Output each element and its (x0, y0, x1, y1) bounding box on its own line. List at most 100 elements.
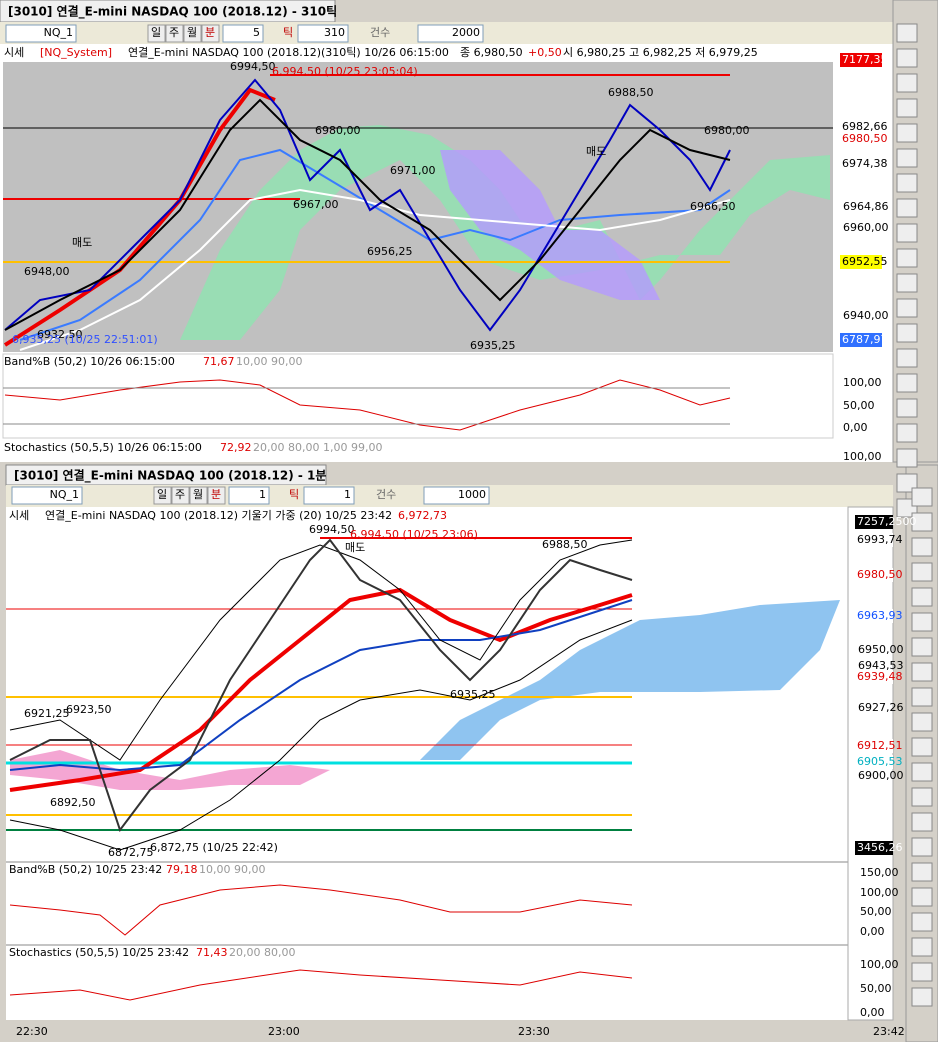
annotation: 매도 (586, 145, 606, 158)
price-tag: 3456,26 (857, 841, 903, 854)
time-axis-label: 22:30 (16, 1025, 48, 1038)
period-label: 분 (205, 26, 215, 39)
period-input-box[interactable] (222, 24, 264, 43)
ma-line (9, 587, 633, 792)
period-button[interactable] (165, 24, 184, 43)
tool-button[interactable] (896, 348, 918, 368)
period-button[interactable] (183, 24, 202, 43)
tick-input-box[interactable] (303, 486, 355, 505)
tool-button[interactable] (896, 273, 918, 293)
system-name: [NQ_System] (40, 46, 112, 59)
count-input-box[interactable] (423, 486, 490, 505)
tool-button[interactable] (911, 637, 933, 657)
price-tag-box (840, 333, 882, 347)
indicator-axis-label: 0,00 (860, 925, 885, 938)
tick-input-box[interactable] (297, 24, 349, 43)
price-axis-label: 6927,26 (858, 701, 904, 714)
tool-button[interactable] (911, 612, 933, 632)
price-tag: 6787,97 (842, 333, 888, 346)
symbol-input-box[interactable] (11, 486, 83, 505)
period-button[interactable] (147, 24, 166, 43)
price-line (9, 538, 633, 833)
price-tag-box (855, 670, 893, 684)
tool-button[interactable] (896, 98, 918, 118)
ma-line (4, 98, 731, 331)
indicator-axis-label: 100,00 (843, 376, 882, 389)
price-axis-label: 6940,00 (843, 309, 889, 322)
tool-button[interactable] (911, 787, 933, 807)
indicator-label: Band%B (50,2) 10/26 06:15:00 (4, 355, 175, 368)
tool-button[interactable] (896, 173, 918, 193)
price-tag: 6982,66 (842, 120, 888, 133)
annotation: 6994,50 (230, 60, 276, 73)
tool-button[interactable] (896, 398, 918, 418)
tool-button[interactable] (896, 148, 918, 168)
price-tag: 6993,74 (857, 533, 903, 546)
symbol-input-box[interactable] (5, 24, 77, 43)
band-lower (9, 619, 633, 851)
period-input-box[interactable] (228, 486, 270, 505)
period-button[interactable] (153, 486, 172, 505)
tool-button[interactable] (896, 223, 918, 243)
tool-button[interactable] (911, 562, 933, 582)
tool-button[interactable] (911, 937, 933, 957)
tool-button[interactable] (896, 373, 918, 393)
tool-button[interactable] (911, 887, 933, 907)
price-line (4, 78, 731, 332)
tool-button[interactable] (896, 48, 918, 68)
tool-button[interactable] (911, 962, 933, 982)
count-label: 건수 (376, 488, 396, 501)
indicator-axis-label: 0,00 (860, 1006, 885, 1019)
tool-button[interactable] (896, 448, 918, 468)
period-input: 1 (259, 488, 266, 501)
tool-button[interactable] (896, 73, 918, 93)
price-tag-box (840, 53, 882, 67)
period-button[interactable] (201, 24, 220, 43)
annotation: 매도 (72, 236, 92, 249)
tool-button[interactable] (896, 23, 918, 43)
price-axis-label: 6900,00 (858, 769, 904, 782)
tool-button[interactable] (896, 323, 918, 343)
price-tag: 6974,38 (842, 157, 888, 170)
tool-button[interactable] (911, 487, 933, 507)
tool-button[interactable] (911, 812, 933, 832)
symbol-input: NQ_1 (44, 26, 73, 39)
tool-button[interactable] (911, 862, 933, 882)
top-price-pane (3, 62, 833, 352)
period-button[interactable] (189, 486, 208, 505)
annotation: 6,935,25 (10/25 22:51:01) (12, 333, 158, 346)
tool-button[interactable] (896, 123, 918, 143)
tool-button[interactable] (911, 987, 933, 1007)
period-label: 월 (193, 488, 203, 501)
annotation: 6980,00 (704, 124, 750, 137)
price-tag-box (855, 609, 893, 623)
count-label: 건수 (370, 26, 390, 39)
period-button[interactable] (207, 486, 226, 505)
tool-button[interactable] (911, 737, 933, 757)
indicator-params: 20,00 80,00 (229, 946, 295, 959)
period-label: 월 (187, 26, 197, 39)
tool-button[interactable] (911, 537, 933, 557)
tool-button[interactable] (911, 687, 933, 707)
tool-button[interactable] (896, 248, 918, 268)
price-tag: 6980,50 (857, 568, 903, 581)
tool-button[interactable] (911, 837, 933, 857)
tool-button[interactable] (896, 298, 918, 318)
tool-button[interactable] (911, 762, 933, 782)
tool-button[interactable] (911, 512, 933, 532)
price-axis-label: 6960,00 (843, 221, 889, 234)
tool-button[interactable] (896, 423, 918, 443)
pane-tag: 시세 (9, 509, 29, 522)
indicator-axis-label: 50,00 (860, 982, 892, 995)
tool-button[interactable] (911, 587, 933, 607)
tool-button[interactable] (911, 712, 933, 732)
window-title: [3010] 연결_E-mini NASDAQ 100 (2018.12) - … (14, 468, 326, 484)
tool-button[interactable] (911, 912, 933, 932)
count-input-box[interactable] (417, 24, 484, 43)
band-line (9, 884, 633, 936)
indicator-axis-label: 100,00 (843, 450, 882, 463)
tool-button[interactable] (896, 198, 918, 218)
period-label: 주 (175, 488, 185, 501)
tool-button[interactable] (911, 662, 933, 682)
period-button[interactable] (171, 486, 190, 505)
